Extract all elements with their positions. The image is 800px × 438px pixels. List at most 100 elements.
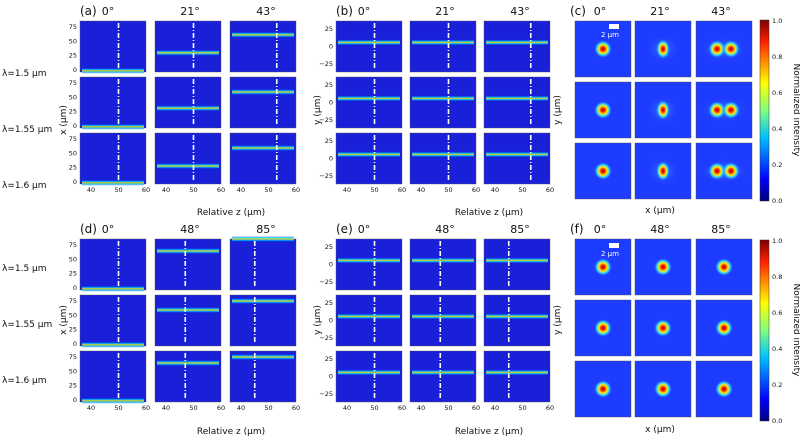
panel-label-c: (c) [570, 4, 586, 18]
spot-left-c-2-2 [708, 162, 726, 180]
xtick-b-2-2-0: 40 [491, 186, 499, 194]
beam-b-0-1 [412, 39, 474, 46]
xtick-d-2-0-1: 50 [114, 404, 122, 412]
xtick-a-2-2-1: 50 [264, 186, 272, 194]
xtick-a-2-0-2: 60 [142, 186, 150, 194]
ytick-a-2-0-1: 25 [69, 164, 77, 172]
ytick-e-2-0-2: −25 [319, 390, 333, 398]
spot-left-c-0-2 [708, 40, 726, 58]
wavelength-label-top-2: λ=1.6 μm [2, 181, 47, 191]
heatmap-e-1-1 [409, 294, 477, 347]
ytick-a-0-0-1: 25 [69, 52, 77, 60]
wavelength-label-bottom-2: λ=1.6 μm [2, 376, 47, 386]
title-f-0: 0° [594, 223, 607, 236]
ytick-e-2-0-1: 0 [329, 373, 333, 381]
wavelength-label-top-0: λ=1.5 μm [2, 69, 47, 79]
cbar-tick-bottom-4: 0.2 [772, 381, 782, 389]
ytick-d-1-0-1: 25 [69, 326, 77, 334]
ylabel-f: y (μm) [553, 305, 563, 335]
beam-d-0-0 [82, 285, 144, 292]
cbar-tick-top-5: 0.0 [772, 197, 782, 205]
beam-e-2-2 [486, 369, 548, 376]
heatmap-b-2-1 [409, 132, 477, 185]
xlabel-a: Relative z (μm) [197, 208, 265, 218]
heatmap-d-0-0 [79, 238, 147, 291]
xlabel-d: Relative z (μm) [197, 427, 265, 437]
beam-b-0-0 [338, 39, 400, 46]
ytick-d-0-0-3: 75 [69, 241, 77, 249]
beam-e-1-2 [486, 313, 548, 320]
beam-d-1-2 [232, 298, 294, 304]
ytick-d-1-0-2: 50 [69, 311, 77, 319]
spot-right-c-1-2 [722, 101, 740, 119]
title-d-1: 48° [180, 223, 200, 236]
xtick-b-2-2-2: 60 [546, 186, 554, 194]
beam-e-0-1 [412, 257, 474, 264]
scalebar-c [609, 24, 619, 29]
cbar-tick-bottom-5: 0.0 [772, 417, 782, 425]
xtick-e-2-0-1: 50 [370, 404, 378, 412]
heatmap-e-0-0 [335, 238, 403, 291]
cbar-tick-bottom-2: 0.6 [772, 309, 782, 317]
panel-label-b: (b) [336, 4, 353, 18]
spot-core-f-2-2 [715, 380, 733, 398]
beam-a-2-0 [82, 179, 144, 186]
wavelength-label-bottom-1: λ=1.55 μm [2, 320, 52, 330]
spot-core-f-2-0 [594, 380, 612, 398]
ytick-a-1-0-2: 50 [69, 93, 77, 101]
beam-a-2-2 [232, 145, 294, 151]
ytick-b-1-0-1: 0 [329, 99, 333, 107]
heatmap-a-0-2 [229, 20, 297, 73]
beam-d-2-2 [232, 354, 294, 360]
xtick-a-2-2-0: 40 [237, 186, 245, 194]
ytick-a-0-0-0: 0 [73, 66, 77, 74]
heatmap-e-2-2 [483, 350, 551, 403]
ytick-e-0-0-1: 0 [329, 261, 333, 269]
heatmap-b-2-2 [483, 132, 551, 185]
beam-e-1-0 [338, 313, 400, 320]
title-e-1: 48° [435, 223, 455, 236]
heatmap-e-1-2 [483, 294, 551, 347]
title-b-2: 43° [510, 5, 530, 18]
ytick-a-2-0-0: 0 [73, 178, 77, 186]
beam-a-1-1 [157, 105, 219, 112]
beam-a-1-0 [82, 123, 144, 130]
ytick-d-0-0-1: 25 [69, 270, 77, 278]
xtick-b-2-1-2: 60 [472, 186, 480, 194]
xtick-a-2-1-2: 60 [217, 186, 225, 194]
xtick-e-2-2-2: 60 [546, 404, 554, 412]
title-d-0: 0° [102, 223, 115, 236]
scalebar-f [609, 243, 619, 248]
title-b-1: 21° [435, 5, 455, 18]
heatmap-d-2-1 [154, 350, 222, 403]
ytick-d-2-0-2: 50 [69, 367, 77, 375]
ytick-d-1-0-0: 0 [73, 340, 77, 348]
ytick-a-1-0-0: 0 [73, 122, 77, 130]
heatmap-a-2-1 [154, 132, 222, 185]
ytick-d-0-0-2: 50 [69, 255, 77, 263]
beam-d-1-1 [157, 307, 219, 313]
ytick-b-2-0-2: −25 [319, 172, 333, 180]
heatmap-b-1-0 [335, 76, 403, 129]
ytick-b-0-0-1: 0 [329, 43, 333, 51]
cbar-tick-bottom-1: 0.8 [772, 273, 782, 281]
spot-core-c-1-1 [656, 100, 670, 120]
xtick-e-2-1-2: 60 [472, 404, 480, 412]
ytick-b-1-0-2: −25 [319, 116, 333, 124]
xtick-d-2-1-0: 40 [162, 404, 170, 412]
beam-b-2-0 [338, 151, 400, 158]
cbar-tick-top-1: 0.8 [772, 53, 782, 61]
xtick-d-2-0-2: 60 [142, 404, 150, 412]
title-a-2: 43° [256, 5, 276, 18]
panel-label-f: (f) [570, 222, 584, 236]
spot-core-f-2-1 [654, 380, 672, 398]
spot-core-c-0-1 [656, 39, 670, 59]
heatmap-a-1-0 [79, 76, 147, 129]
beam-d-2-1 [157, 360, 219, 366]
heatmap-e-2-1 [409, 350, 477, 403]
spot-core-c-2-0 [594, 162, 612, 180]
ytick-d-0-0-0: 0 [73, 284, 77, 292]
ylabel-b: y (μm) [313, 95, 323, 125]
heatmap-a-0-0 [79, 20, 147, 73]
